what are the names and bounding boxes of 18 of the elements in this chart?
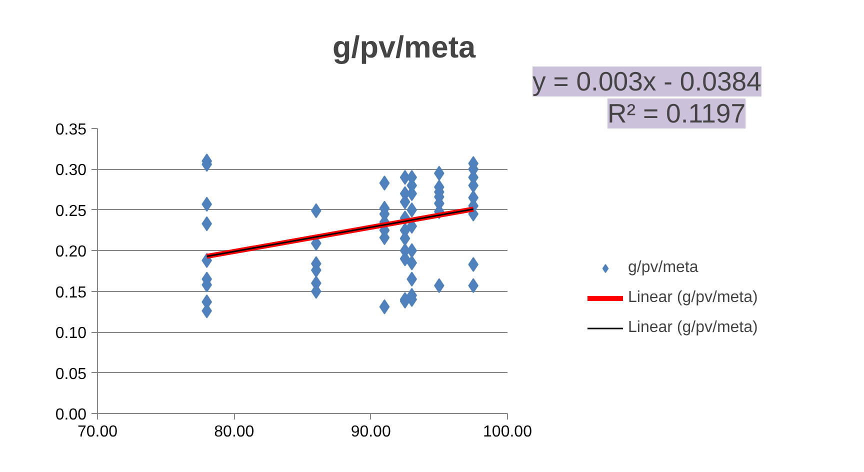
x-tick-label: 90.00	[350, 424, 391, 440]
y-tick-label: 0.15	[55, 284, 87, 302]
y-tick-label: 0.30	[55, 162, 87, 180]
legend-label: Linear (g/pv/meta)	[628, 319, 758, 337]
text: y = 0.003x - 0.0384	[532, 66, 762, 96]
y-tick-label: 0.20	[55, 244, 87, 261]
x-tick-label: 80.00	[214, 424, 254, 440]
x-tick-label: 70.00	[77, 424, 118, 440]
y-tick-label: 0.35	[55, 122, 87, 138]
y-tick-label: 0.25	[55, 202, 87, 220]
y-tick-label: 0.10	[55, 325, 87, 342]
y-tick-label: 0.00	[55, 406, 87, 424]
y-tick-label: 0.05	[55, 366, 87, 383]
legend-label: g/pv/meta	[628, 259, 698, 277]
x-tick-label: 100.00	[483, 424, 532, 440]
legend-label: Linear (g/pv/meta)	[628, 289, 758, 307]
text: R² = 0.1197	[608, 98, 746, 128]
chart-title: g/pv/meta	[332, 30, 477, 64]
